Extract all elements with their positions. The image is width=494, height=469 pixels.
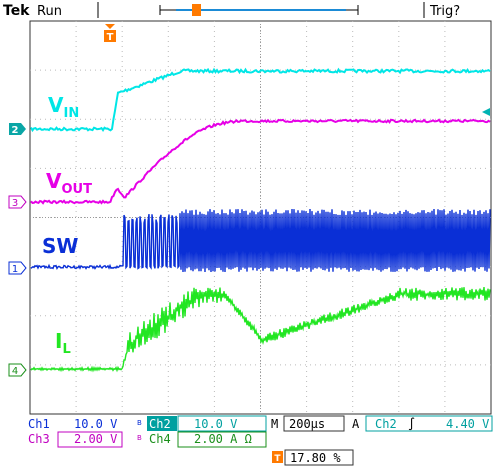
svg-text:Ch3: Ch3 bbox=[28, 432, 50, 446]
svg-text:3: 3 bbox=[12, 198, 18, 209]
label-vout: VOUT bbox=[46, 169, 92, 197]
svg-text:Ch4: Ch4 bbox=[149, 432, 171, 446]
label-sw: SW bbox=[42, 234, 78, 258]
readout-ch3[interactable]: Ch3 2.00 V bbox=[28, 431, 123, 448]
trigger-level-arrow[interactable] bbox=[482, 108, 490, 116]
brand-label: Tek bbox=[3, 3, 30, 19]
trace-sw bbox=[30, 208, 491, 273]
bandwidth-limit-icon-ch3: B bbox=[137, 434, 142, 442]
trigger-slope-icon: ∫ bbox=[408, 417, 415, 431]
svg-text:T: T bbox=[274, 454, 281, 464]
svg-text:Ch2: Ch2 bbox=[375, 417, 397, 431]
trigger-marker-glyph: T bbox=[107, 32, 114, 43]
svg-text:2.00 V: 2.00 V bbox=[74, 432, 117, 446]
svg-text:M: M bbox=[271, 417, 278, 431]
ch2-ground-marker[interactable]: 2 bbox=[9, 123, 26, 136]
svg-text:10.0 V: 10.0 V bbox=[194, 417, 237, 431]
trace-vin bbox=[30, 67, 491, 133]
svg-text:A: A bbox=[352, 417, 360, 431]
record-trigger-marker bbox=[192, 4, 201, 16]
label-vin: VIN bbox=[48, 93, 79, 121]
trace-vout bbox=[30, 118, 491, 205]
readout-trigger[interactable]: A Ch2 ∫ 4.40 V bbox=[352, 415, 493, 432]
bandwidth-limit-icon: B bbox=[137, 419, 142, 427]
svg-text:1: 1 bbox=[12, 264, 18, 275]
readout-timebase[interactable]: M 200µs bbox=[271, 415, 345, 432]
readout-ch4[interactable]: Ch4 2.00 A Ω bbox=[149, 431, 267, 448]
svg-text:2: 2 bbox=[12, 125, 19, 136]
svg-text:2.00 A Ω: 2.00 A Ω bbox=[194, 432, 252, 446]
svg-text:10.0 V: 10.0 V bbox=[74, 417, 117, 431]
trigger-position-marker[interactable]: T bbox=[104, 24, 116, 43]
svg-text:200µs: 200µs bbox=[289, 417, 325, 431]
record-position-bar[interactable] bbox=[159, 4, 359, 16]
svg-text:Ch2: Ch2 bbox=[149, 417, 171, 431]
svg-text:4.40 V: 4.40 V bbox=[446, 417, 489, 431]
label-il: IL bbox=[55, 329, 71, 357]
trigger-status: Trig? bbox=[429, 4, 460, 19]
acquisition-state: Run bbox=[37, 4, 62, 19]
svg-text:Ch1: Ch1 bbox=[28, 417, 50, 431]
readout-trigger-position[interactable]: T 17.80 % bbox=[272, 449, 354, 466]
ch3-ground-marker[interactable]: 3 bbox=[8, 195, 27, 209]
trace-il bbox=[30, 287, 491, 373]
svg-text:17.80 %: 17.80 % bbox=[290, 451, 341, 465]
ch4-ground-marker[interactable]: 4 bbox=[8, 363, 27, 377]
svg-text:4: 4 bbox=[12, 366, 18, 377]
ch1-ground-marker[interactable]: 1 bbox=[8, 261, 27, 275]
readout-ch2[interactable]: Ch2 10.0 V bbox=[147, 415, 267, 432]
readout-ch1[interactable]: Ch1 10.0 V bbox=[28, 417, 117, 431]
